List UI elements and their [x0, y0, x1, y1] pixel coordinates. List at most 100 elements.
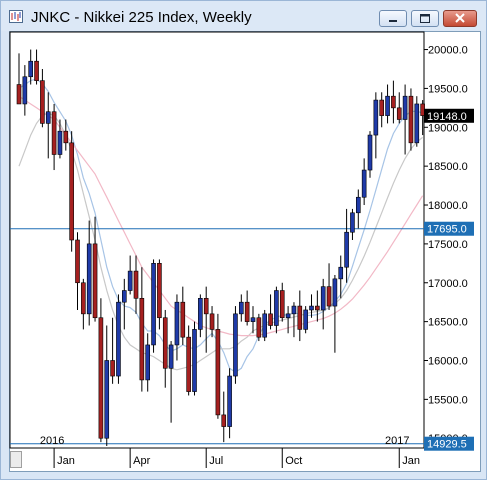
candle[interactable]: [209, 306, 215, 338]
candle[interactable]: [239, 294, 244, 322]
candle-body: [350, 212, 355, 233]
candle[interactable]: [116, 294, 121, 384]
candle-body: [151, 263, 156, 346]
candle[interactable]: [198, 294, 203, 338]
candle[interactable]: [162, 309, 168, 388]
candle[interactable]: [192, 321, 197, 396]
window-title: JNKC - Nikkei 225 Index, Weekly: [31, 9, 252, 26]
candle[interactable]: [139, 267, 145, 392]
current-price-tag-box: [424, 108, 474, 123]
candle[interactable]: [268, 294, 273, 330]
candle[interactable]: [408, 88, 414, 151]
candle[interactable]: [350, 208, 355, 240]
candle[interactable]: [355, 189, 361, 229]
upper-line-tag-box: [424, 221, 474, 236]
chart-app-icon: [9, 10, 23, 23]
candle[interactable]: [180, 286, 186, 345]
candle[interactable]: [81, 278, 86, 330]
candle[interactable]: [86, 220, 92, 326]
scroll-left-button[interactable]: [10, 451, 22, 468]
minimize-button[interactable]: [379, 10, 407, 27]
candle[interactable]: [402, 84, 408, 155]
candle[interactable]: [309, 294, 314, 318]
price-label: 17000.0: [428, 278, 468, 290]
candle-body: [16, 84, 22, 105]
candle[interactable]: [16, 53, 22, 105]
candle[interactable]: [344, 208, 349, 283]
candle-body: [133, 270, 139, 299]
candle-body: [291, 305, 297, 315]
candle[interactable]: [279, 282, 285, 322]
candle[interactable]: [151, 259, 156, 353]
candle-body: [315, 305, 320, 311]
candle[interactable]: [28, 49, 34, 85]
candle[interactable]: [98, 298, 104, 443]
ma-fast-line: [18, 78, 423, 373]
candle[interactable]: [40, 68, 45, 128]
candle[interactable]: [75, 232, 80, 310]
candle-body: [127, 270, 133, 291]
candle[interactable]: [110, 317, 115, 384]
candle[interactable]: [320, 278, 326, 330]
candle[interactable]: [233, 306, 238, 384]
candle[interactable]: [45, 92, 51, 159]
candle[interactable]: [22, 65, 28, 116]
candle-body: [203, 298, 209, 315]
candle[interactable]: [315, 290, 320, 322]
price-label: 18500.0: [428, 161, 468, 173]
candle[interactable]: [168, 341, 174, 423]
candle[interactable]: [104, 325, 110, 446]
candle[interactable]: [250, 306, 256, 334]
candle[interactable]: [332, 274, 338, 353]
price-label: 16000.0: [428, 355, 468, 367]
candle[interactable]: [274, 286, 279, 334]
candle[interactable]: [361, 158, 367, 206]
upper-line-tag-text: 17695.0: [427, 224, 467, 236]
candle-body: [180, 301, 186, 338]
candle[interactable]: [215, 313, 221, 419]
candle[interactable]: [157, 259, 162, 330]
candle-body: [320, 286, 326, 311]
candlestick-chart[interactable]: 20000.0 19500.0 19000.0 18500.0 18000.0 17500…: [8, 30, 480, 471]
candle[interactable]: [297, 290, 303, 342]
candle-body: [367, 134, 373, 171]
close-button[interactable]: [443, 10, 477, 27]
candle[interactable]: [396, 92, 402, 124]
candle[interactable]: [303, 306, 308, 334]
candle[interactable]: [414, 96, 420, 147]
candle-body: [297, 305, 303, 330]
candle[interactable]: [51, 103, 57, 171]
candle[interactable]: [174, 294, 180, 361]
candle[interactable]: [133, 255, 139, 314]
candle[interactable]: [338, 255, 344, 299]
candle[interactable]: [92, 216, 98, 322]
month-label: Jan: [402, 455, 420, 467]
ma-slow-line: [18, 95, 424, 337]
candle[interactable]: [57, 119, 63, 159]
candle[interactable]: [63, 119, 69, 151]
candle-body: [186, 336, 191, 392]
candle[interactable]: [221, 391, 227, 443]
candle[interactable]: [34, 49, 39, 85]
candle[interactable]: [203, 286, 209, 353]
candle[interactable]: [127, 255, 133, 295]
candle[interactable]: [391, 80, 396, 124]
candle[interactable]: [285, 306, 291, 334]
candle[interactable]: [379, 92, 385, 128]
candle[interactable]: [385, 84, 390, 124]
candle[interactable]: [244, 290, 250, 326]
candle[interactable]: [256, 313, 262, 342]
candle[interactable]: [262, 309, 267, 342]
title-bar[interactable]: JNKC - Nikkei 225 Index, Weekly: [1, 1, 486, 31]
candle[interactable]: [69, 131, 74, 252]
candle[interactable]: [326, 263, 332, 310]
candle[interactable]: [367, 131, 373, 178]
candle[interactable]: [373, 92, 379, 159]
maximize-button[interactable]: [411, 10, 439, 27]
candle-body: [385, 95, 390, 116]
candle[interactable]: [186, 325, 191, 396]
candle[interactable]: [291, 302, 297, 338]
candle[interactable]: [227, 368, 232, 439]
candle[interactable]: [145, 333, 150, 392]
candle[interactable]: [122, 278, 127, 330]
